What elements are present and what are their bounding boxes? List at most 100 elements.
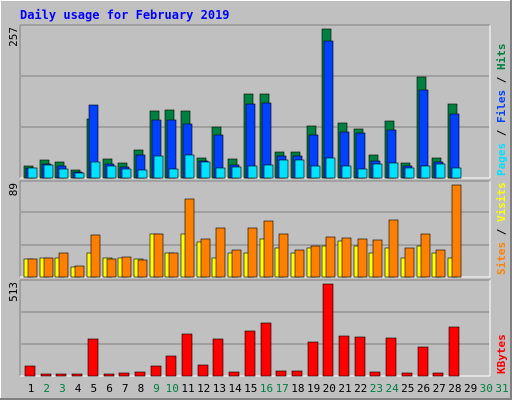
bar-kbytes-day-9 (150, 365, 162, 377)
panel-hits-files-pages: 257 Pages / Files / Hits (7, 24, 508, 179)
x-tick-label: 13 (213, 382, 226, 395)
bar-kbytes-day-1 (24, 365, 36, 377)
bar-kbytes-day-13 (212, 338, 224, 377)
bar-kbytes-day-24 (385, 337, 397, 377)
bar-sites-day-4 (74, 265, 85, 278)
x-tick-label: 8 (138, 382, 145, 395)
bar-pages-day-4 (74, 172, 85, 179)
legend-sites: Sites (495, 242, 508, 275)
bar-kbytes-day-18 (291, 370, 303, 377)
bar-sites-day-24 (388, 219, 399, 278)
bar-kbytes-day-3 (55, 373, 67, 377)
bar-pages-day-25 (404, 167, 415, 179)
bar-sites-day-9 (153, 233, 164, 278)
bar-kbytes-day-16 (260, 322, 272, 377)
bar-pages-day-10 (168, 168, 179, 179)
bar-kbytes-day-14 (228, 371, 240, 377)
x-tick-label: 9 (153, 382, 160, 395)
legend-kbytes: KBytes (495, 334, 508, 374)
x-tick-label: 14 (228, 382, 242, 395)
x-tick-label: 27 (433, 382, 446, 395)
bar-sites-day-20 (325, 236, 336, 278)
bar-pages-day-1 (27, 167, 38, 179)
x-tick-label: 2 (43, 382, 50, 395)
legend-hits: Hits (495, 44, 508, 71)
bar-sites-day-28 (451, 184, 462, 278)
x-tick-label: 5 (90, 382, 97, 395)
bar-kbytes-day-15 (244, 330, 256, 377)
bar-sites-day-6 (106, 258, 117, 278)
bar-sites-day-15 (247, 227, 258, 278)
bar-pages-day-20 (325, 157, 336, 179)
panel-legend: KBytes (495, 334, 508, 374)
bar-sites-day-17 (278, 233, 289, 278)
bar-pages-day-19 (310, 165, 321, 179)
bar-kbytes-day-23 (369, 371, 381, 377)
bar-pages-day-27 (435, 163, 446, 179)
bar-sites-day-7 (121, 256, 132, 278)
x-tick-label: 23 (370, 382, 383, 395)
bar-sites-day-23 (372, 239, 383, 278)
bar-files-day-26 (418, 89, 429, 179)
legend-files: Files (495, 90, 508, 123)
bar-pages-day-8 (137, 169, 148, 179)
bar-sites-day-13 (215, 227, 226, 278)
bar-sites-day-25 (404, 247, 415, 278)
bar-pages-day-6 (106, 165, 117, 179)
x-tick-label: 7 (122, 382, 129, 395)
bar-sites-day-3 (58, 252, 69, 278)
bar-sites-day-16 (263, 220, 274, 278)
bar-pages-day-15 (247, 165, 258, 179)
x-tick-label: 19 (307, 382, 320, 395)
x-tick-label: 21 (338, 382, 351, 395)
bar-pages-day-5 (90, 161, 101, 179)
bar-sites-day-12 (200, 238, 211, 278)
panel-legend: Sites / Visits (495, 182, 508, 275)
x-tick-label: 10 (166, 382, 179, 395)
bar-kbytes-day-19 (307, 341, 319, 377)
bar-kbytes-day-25 (401, 372, 413, 377)
x-tick-label: 18 (291, 382, 304, 395)
bar-pages-day-22 (357, 168, 368, 179)
x-tick-label: 22 (354, 382, 367, 395)
bar-kbytes-day-8 (134, 371, 146, 377)
bar-sites-day-18 (294, 249, 305, 278)
panel-kbytes: 513 KBytes (7, 279, 508, 377)
bar-pages-day-16 (263, 164, 274, 179)
legend-pages: Pages (495, 143, 508, 176)
bar-kbytes-day-11 (181, 333, 193, 377)
x-tick-label: 4 (75, 382, 82, 395)
x-tick-label: 31 (495, 382, 508, 395)
bar-sites-day-21 (341, 237, 352, 278)
bar-pages-day-2 (43, 164, 54, 179)
x-tick-label: 28 (448, 382, 461, 395)
bar-files-day-20 (323, 40, 334, 179)
bar-sites-day-5 (90, 234, 101, 278)
x-tick-label: 12 (197, 382, 210, 395)
bar-sites-day-8 (137, 259, 148, 278)
bar-kbytes-day-10 (165, 355, 177, 377)
bar-kbytes-day-6 (103, 373, 115, 377)
bar-pages-day-12 (200, 161, 211, 179)
bar-sites-day-26 (420, 233, 431, 278)
bar-pages-day-11 (184, 154, 195, 179)
x-tick-label: 20 (323, 382, 336, 395)
legend-visits: Visits (495, 182, 508, 222)
x-tick-label: 3 (59, 382, 66, 395)
x-tick-label: 16 (260, 382, 273, 395)
bar-sites-day-2 (43, 257, 54, 278)
bar-pages-day-13 (215, 167, 226, 179)
x-tick-label: 15 (244, 382, 257, 395)
panel-legend: Pages / Files / Hits (495, 44, 508, 177)
bar-kbytes-day-12 (197, 364, 209, 377)
panel-max-label: 513 (7, 282, 20, 302)
bar-pages-day-14 (231, 166, 242, 179)
x-tick-label: 1 (28, 382, 35, 395)
bar-sites-day-27 (435, 249, 446, 278)
bar-kbytes-day-2 (40, 373, 52, 377)
bar-sites-day-11 (184, 198, 195, 278)
bar-kbytes-day-28 (448, 326, 460, 377)
bar-pages-day-23 (372, 163, 383, 179)
bar-kbytes-day-27 (432, 372, 444, 377)
chart-title: Daily usage for February 2019 (20, 8, 230, 22)
